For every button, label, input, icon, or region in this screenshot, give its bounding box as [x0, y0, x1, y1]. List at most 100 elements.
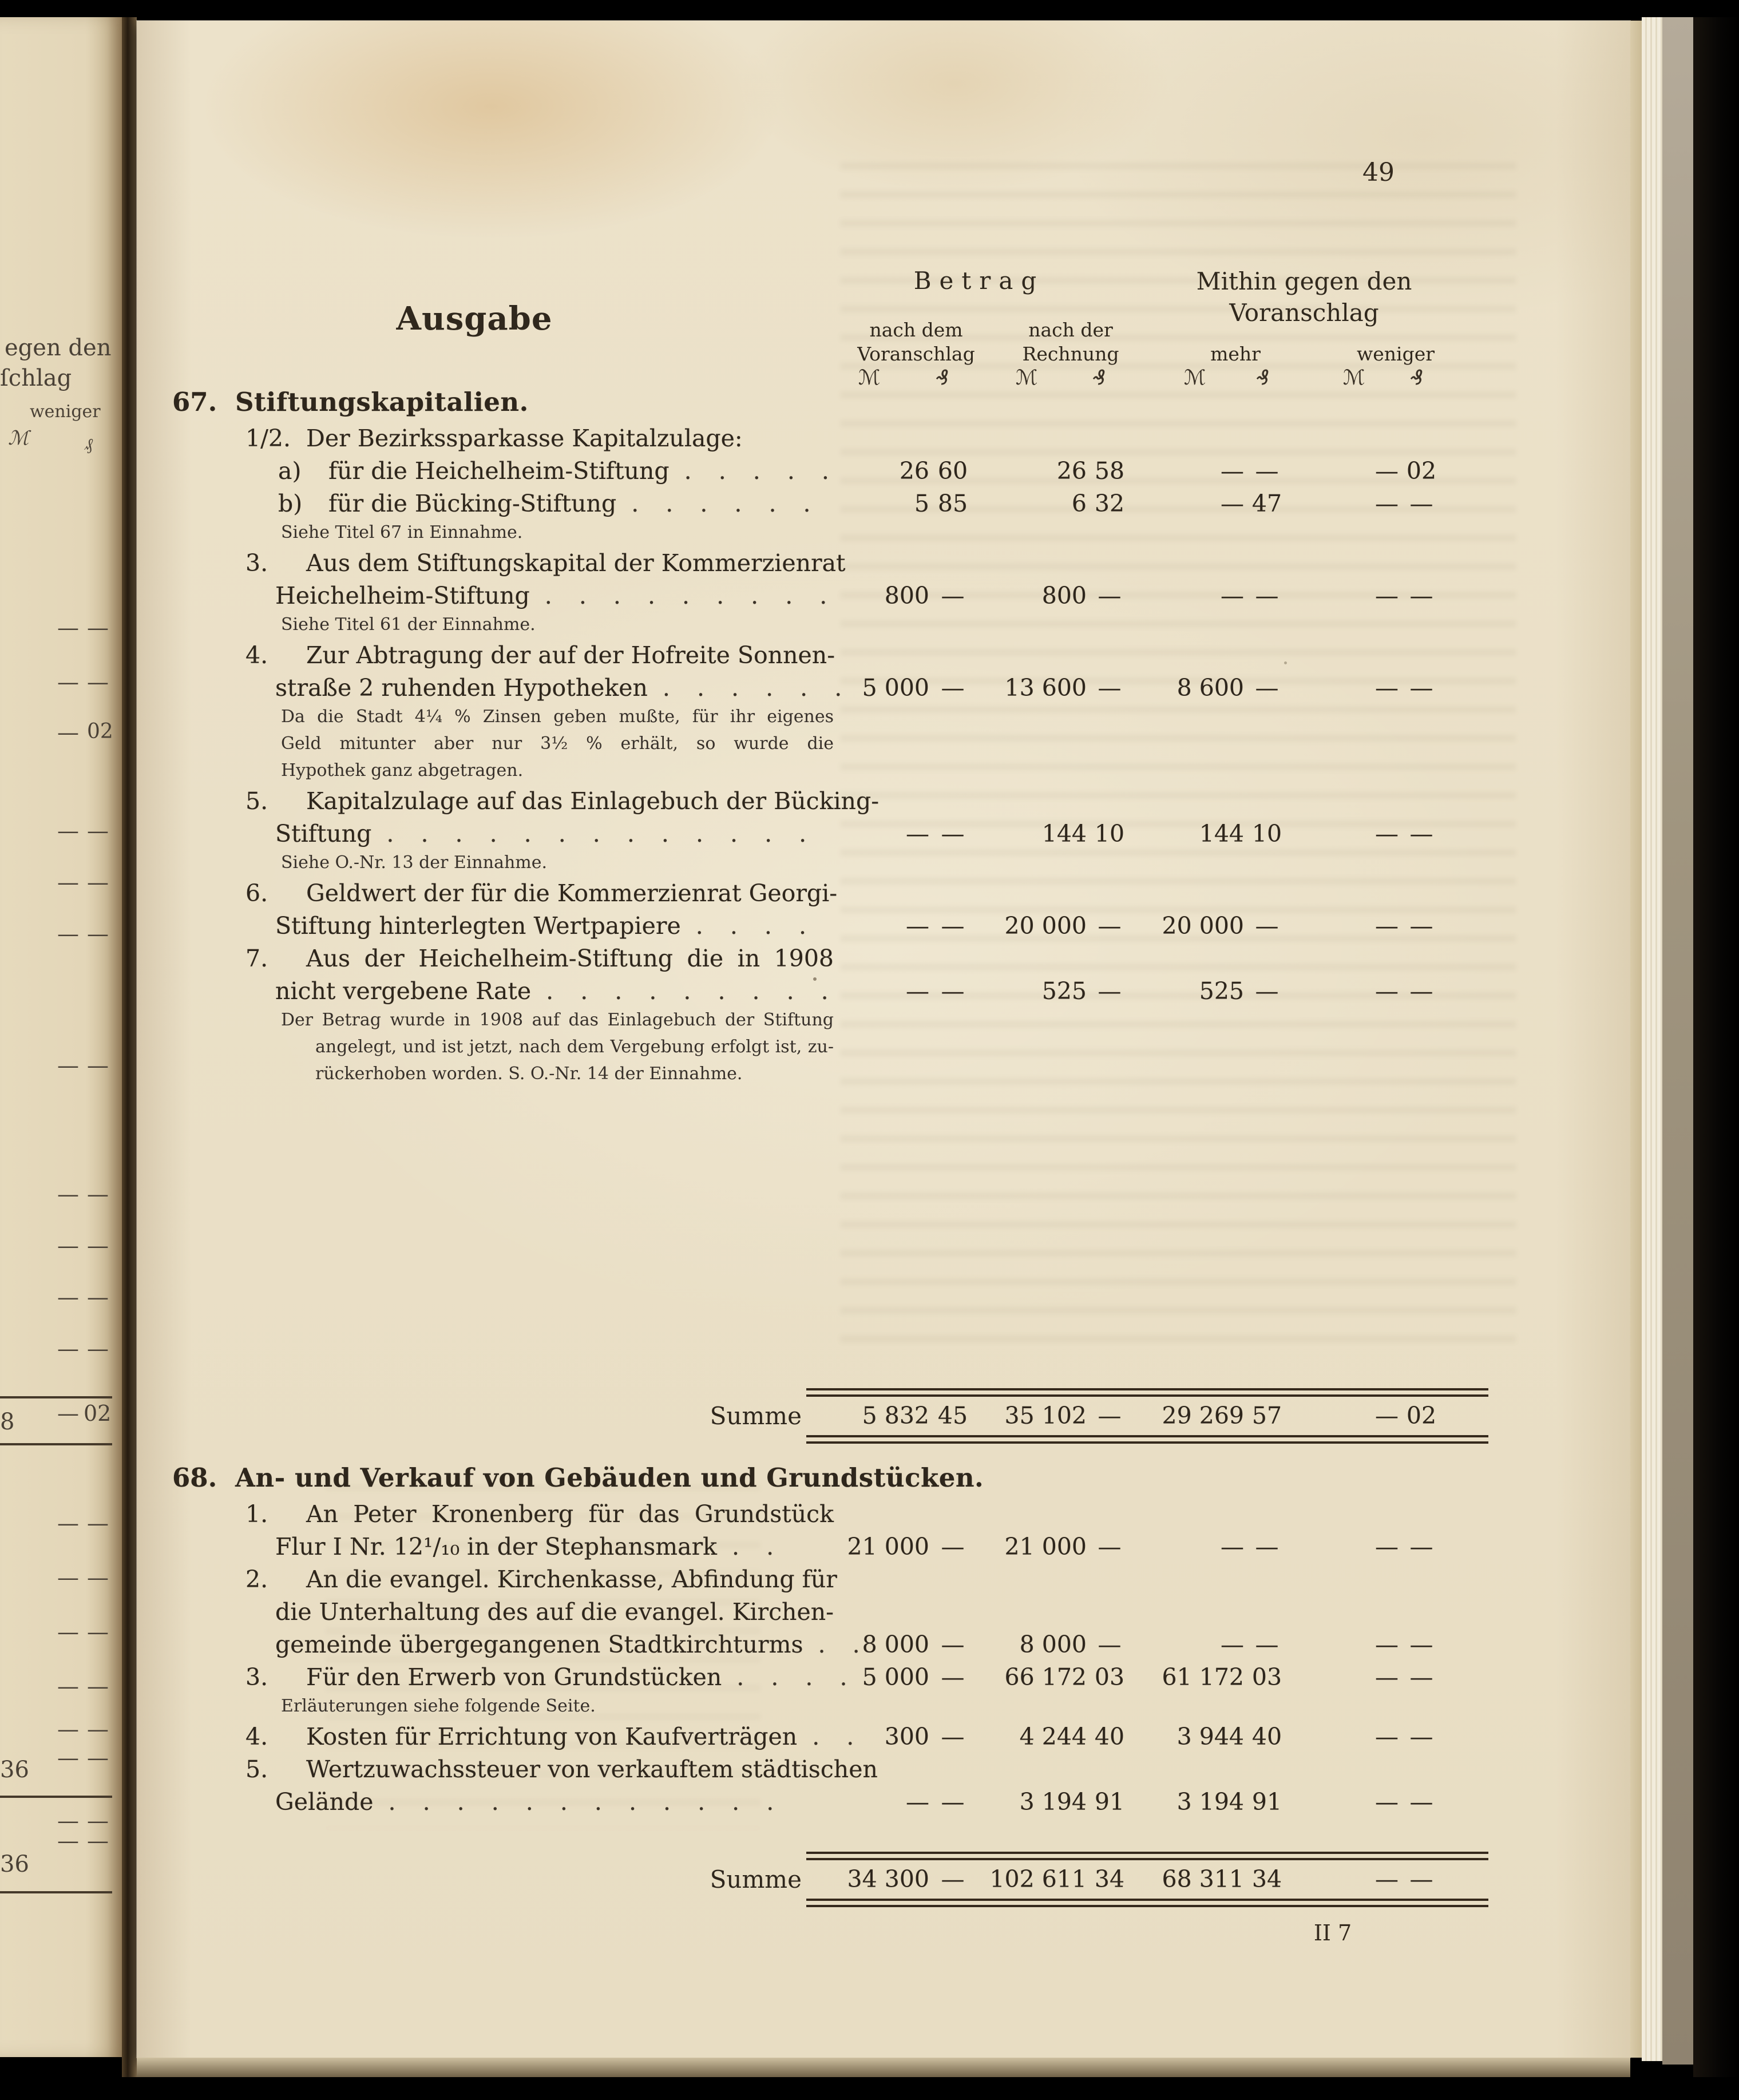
- dot-leader: . . . . . .: [631, 490, 812, 517]
- summe-rule: [806, 1441, 1488, 1444]
- amount-cell: 58: [1094, 457, 1125, 485]
- ledger-line: gemeinde übergegangenen Stadtkirchturms.…: [137, 1631, 1433, 1663]
- line-text: Da die Stadt 4¼ % Zinsen geben mußte, fü…: [281, 707, 834, 727]
- amount-cell: —: [1255, 457, 1279, 485]
- amount-cell: 5: [914, 490, 929, 517]
- left-page-dash: —: [57, 1674, 79, 1699]
- amount-cell: —: [1409, 674, 1433, 702]
- section-title-line: 67. Stiftungskapitalien.: [137, 387, 834, 425]
- amount-cell: —: [1255, 912, 1279, 940]
- ledger-line: Siehe Titel 67 in Einnahme.: [137, 522, 834, 549]
- dot-leader: . . . . . .: [662, 674, 843, 702]
- ledger-line: Siehe O.-Nr. 13 der Einnahme.: [137, 853, 834, 879]
- line-text: Stiftung hinterlegten Wertpapiere: [275, 912, 681, 940]
- item-number: 1.: [245, 1500, 268, 1528]
- amount-cell: —: [1255, 977, 1279, 1005]
- amount-cell: —: [1375, 820, 1399, 847]
- summe-amount: 45: [937, 1402, 968, 1429]
- line-text: Kosten für Errichtung von Kaufverträgen: [306, 1723, 798, 1750]
- item-number: 3.: [245, 549, 268, 577]
- dot-leader: . . . . . . . . . . . .: [388, 1788, 775, 1816]
- column-header-mithin-line2: Voranschlag: [1229, 299, 1379, 327]
- column-header-voranschlag: nach dem Voranschlag: [830, 318, 1002, 366]
- amount-cell: —: [1098, 977, 1122, 1005]
- paper-speck: [813, 977, 817, 981]
- amount-cell: —: [941, 1723, 965, 1750]
- ledger-line: 2. An die evangel. Kirchenkasse, Abfindun…: [137, 1566, 837, 1598]
- line-text: Stiftung: [275, 820, 372, 847]
- printers-signature: II 7: [1313, 1920, 1352, 1946]
- amount-cell: 10: [1094, 820, 1125, 847]
- column-header-mithin: Mithin gegen den Voranschlag: [1155, 266, 1453, 328]
- amount-cell: 800: [884, 582, 929, 609]
- book-gutter: [122, 0, 137, 2100]
- amount-cell: 47: [1251, 490, 1282, 517]
- left-page-header-fragment: egen den: [5, 335, 112, 361]
- left-page-sum-fragment: 02: [87, 720, 113, 743]
- amount-cell: —: [1098, 582, 1122, 609]
- summe-amount: 5 832: [862, 1402, 929, 1429]
- amount-cell: 3 944: [1177, 1723, 1244, 1750]
- pfennig-symbol: ₰: [1410, 366, 1424, 390]
- summe-rule: [806, 1905, 1488, 1907]
- left-page-dash: —: [87, 1285, 109, 1310]
- line-text: Kapitalzulage auf das Einlagebuch der Bü…: [306, 787, 880, 815]
- amount-cell: —: [1409, 820, 1433, 847]
- amount-cell: 85: [937, 490, 968, 517]
- amount-cell: —: [1221, 490, 1244, 517]
- amount-cell: 5 000: [862, 674, 929, 702]
- ledger-line: Da die Stadt 4¼ % Zinsen geben mußte, fü…: [137, 707, 834, 734]
- ledger-line: a) für die Heichelheim-Stiftung . . . . . 2…: [137, 457, 1436, 490]
- column-header-betrag: Betrag: [913, 267, 1045, 295]
- mark-symbol: ℳ: [1015, 366, 1038, 390]
- amount-cell: 13 600: [1004, 674, 1087, 702]
- dot-leader: . . . .: [736, 1663, 849, 1691]
- dark-background-top: [0, 0, 1739, 17]
- summe-amount: 34 300: [847, 1865, 929, 1893]
- left-page-dash: —: [87, 1511, 109, 1536]
- column-header-ausgabe: Ausgabe: [396, 300, 553, 338]
- left-page-rule: [0, 1796, 112, 1798]
- left-page-dash: —: [87, 1828, 109, 1853]
- ledger-line: nicht vergebene Rate . . . . . . . . . — — 5…: [137, 977, 1433, 1010]
- left-page-dash: —: [57, 1401, 79, 1426]
- item-number: 5.: [245, 1756, 268, 1783]
- line-text: nicht vergebene Rate: [275, 977, 532, 1005]
- column-header-nach-der: nach der: [1028, 319, 1113, 341]
- left-page-dash: —: [57, 1182, 79, 1207]
- column-header-rechnung-word: Rechnung: [1022, 343, 1119, 365]
- amount-cell: —: [1098, 1631, 1122, 1658]
- line-text: angelegt, und ist jetzt, nach dem Vergeb…: [315, 1037, 834, 1057]
- left-page-dash: —: [87, 1233, 109, 1258]
- left-page-dash: —: [57, 1336, 79, 1361]
- amount-cell: —: [1409, 582, 1433, 609]
- section-title-line: 68. An- und Verkauf von Gebäuden und Grun…: [137, 1463, 984, 1500]
- left-page-mark-symbol: ℳ: [8, 427, 29, 450]
- dot-leader: . .: [812, 1723, 855, 1750]
- left-page-dash: —: [87, 1674, 109, 1699]
- amount-cell: —: [1375, 912, 1399, 940]
- amount-cell: 5 000: [862, 1663, 929, 1691]
- amount-cell: 91: [1251, 1788, 1282, 1816]
- dot-leader: . . . . . . . . .: [546, 977, 830, 1005]
- left-page-dash: —: [57, 1808, 79, 1833]
- amount-cell: —: [906, 820, 929, 847]
- column-header-nach-dem: nach dem: [869, 319, 963, 341]
- amount-cell: 66 172: [1004, 1663, 1087, 1691]
- line-text: Hypothek ganz abgetragen.: [281, 760, 524, 780]
- left-page-dash: —: [87, 1808, 109, 1833]
- ledger-line: 3. Für den Erwerb von Grundstücken . . . .…: [137, 1663, 1433, 1696]
- amount-cell: 61 172: [1162, 1663, 1244, 1691]
- page-bottom-edge: [137, 2058, 1630, 2078]
- ledger-line: Erläuterungen siehe folgende Seite.: [137, 1696, 834, 1723]
- line-text: Wertzuwachssteuer von verkauftem städtis…: [306, 1756, 878, 1783]
- item-number: 4.: [245, 641, 268, 669]
- dot-leader: . . . . . . . . . . . . .: [386, 820, 808, 847]
- summe-row-67: Summe 5 832 45 35 102 — 29 269 57 — 02: [137, 1388, 1630, 1448]
- left-page-dash: —: [57, 1565, 79, 1590]
- amount-cell: —: [1098, 912, 1122, 940]
- left-page-weniger-label: weniger: [30, 402, 101, 422]
- summe-rule: [806, 1852, 1488, 1854]
- ledger-line: Heichelheim-Stiftung . . . . . . . . . 800…: [137, 582, 1433, 615]
